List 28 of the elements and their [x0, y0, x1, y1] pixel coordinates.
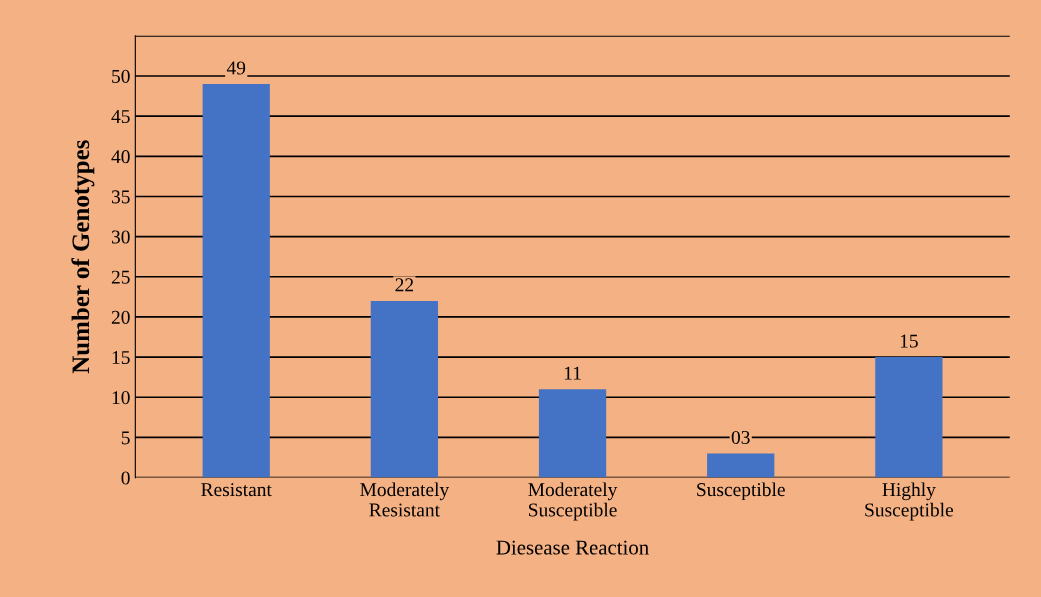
y-tick-label: 20	[111, 310, 130, 324]
y-tick-label: 35	[111, 190, 130, 204]
y-tick-label: 45	[111, 110, 130, 124]
y-axis-title: Number of Genotypes	[71, 140, 95, 374]
bar	[707, 453, 775, 478]
bar	[875, 357, 943, 478]
y-tick-label: 0	[121, 471, 130, 485]
y-tick-label: 50	[112, 69, 130, 83]
x-tick-label: Susceptible	[697, 482, 785, 501]
data-label: 03	[731, 430, 750, 444]
bar	[202, 84, 270, 478]
data-label: 15	[900, 334, 918, 348]
y-tick-label: 40	[111, 150, 130, 164]
y-tick-label: 5	[121, 431, 130, 445]
y-tick-label: 15	[112, 351, 130, 365]
y-tick-label: 10	[112, 391, 130, 405]
x-tick-label: Moderately Resistant	[360, 482, 450, 517]
x-tick-label: Highly Susceptible	[865, 482, 954, 521]
x-tick-label: Moderately Susceptible	[528, 482, 618, 521]
y-tick-label: 30	[111, 230, 130, 244]
x-tick-label: Resistant	[201, 483, 272, 497]
data-label: 22	[395, 278, 414, 292]
data-label: 49	[226, 61, 246, 75]
bar	[370, 300, 439, 478]
x-axis-title: Diesease Reaction	[496, 540, 649, 555]
data-label: 11	[564, 366, 581, 380]
bar	[538, 389, 607, 478]
y-tick-label: 25	[111, 270, 130, 284]
